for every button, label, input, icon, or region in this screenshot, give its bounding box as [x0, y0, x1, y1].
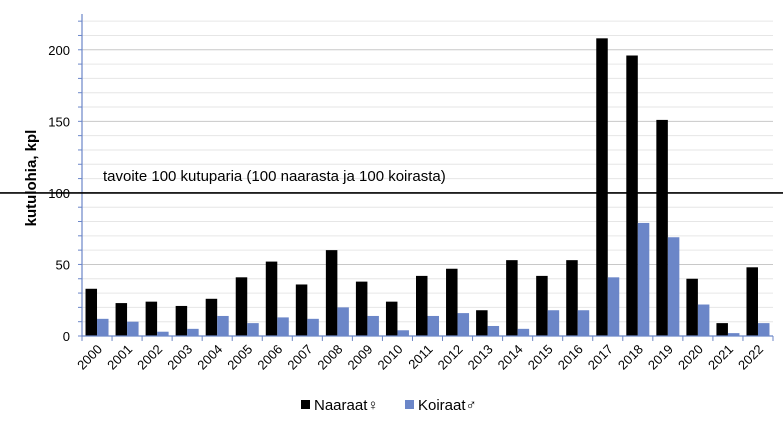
bar-naaraat-2016: [566, 260, 578, 336]
bar-naaraat-2003: [175, 305, 188, 336]
bar-koiraat-2019: [667, 237, 680, 336]
x-tick-label: 2001: [104, 342, 135, 373]
bar-naaraat-2005: [235, 277, 248, 336]
bar-naaraat-2015: [536, 275, 548, 336]
x-tick-label: 2002: [134, 342, 165, 373]
x-tick-labels: 2000200120022003200420052006200720082009…: [74, 342, 766, 373]
legend-label-naaraat: Naaraat♀: [314, 397, 379, 414]
y-axis-label: kutulohia, kpl: [23, 130, 40, 227]
bar-koiraat-2011: [427, 315, 439, 336]
bar-naaraat-2001: [115, 303, 128, 336]
x-tick-label: 2000: [74, 342, 105, 373]
bar-naaraat-2009: [355, 281, 368, 336]
y-tick-label: 50: [56, 257, 70, 272]
bar-koiraat-2009: [367, 315, 379, 336]
bar-koiraat-2000: [97, 318, 109, 336]
x-tick-label: 2003: [164, 342, 195, 373]
reference-line-label: tavoite 100 kutuparia (100 naarasta ja 1…: [103, 168, 446, 185]
bar-naaraat-2019: [656, 119, 668, 336]
bar-naaraat-2012: [446, 268, 458, 336]
bar-koiraat-2002: [157, 331, 169, 336]
bar-koiraat-2016: [577, 310, 590, 336]
legend-swatch-koiraat: [405, 400, 414, 409]
x-tick-label: 2020: [675, 342, 706, 373]
bar-naaraat-2021: [716, 323, 728, 336]
x-tick-label: 2008: [314, 342, 345, 373]
bar-koiraat-2004: [217, 315, 229, 336]
bar-koiraat-2008: [337, 307, 349, 336]
bar-naaraat-2014: [506, 260, 518, 336]
x-tick-label: 2010: [375, 342, 406, 373]
bar-naaraat-2010: [385, 301, 398, 336]
y-tick-label: 200: [48, 43, 70, 58]
x-tick-label: 2018: [615, 342, 646, 373]
reference-line-group: tavoite 100 kutuparia (100 naarasta ja 1…: [0, 168, 783, 194]
bar-naaraat-2000: [85, 288, 98, 336]
bar-naaraat-2018: [626, 55, 638, 336]
bar-koiraat-2010: [397, 330, 409, 336]
bar-koiraat-2007: [307, 318, 319, 336]
y-tick-label: 0: [63, 329, 70, 344]
bar-koiraat-2017: [607, 277, 620, 336]
legend-swatch-naaraat: [301, 400, 310, 409]
bar-naaraat-2007: [295, 284, 308, 336]
bar-naaraat-2002: [145, 301, 158, 336]
x-tick-label: 2012: [435, 342, 466, 373]
x-tick-label: 2021: [705, 342, 736, 373]
x-tick-label: 2015: [525, 342, 556, 373]
y-tick-label: 150: [48, 114, 70, 129]
x-tick-label: 2014: [495, 342, 526, 373]
x-tick-label: 2007: [284, 342, 315, 373]
bar-naaraat-2022: [746, 267, 758, 336]
bar-naaraat-2013: [476, 310, 488, 336]
bar-naaraat-2020: [686, 278, 698, 336]
x-tick-label: 2017: [585, 342, 616, 373]
x-tick-label: 2019: [645, 342, 676, 373]
bar-naaraat-2004: [205, 298, 218, 336]
x-tick-label: 2006: [254, 342, 285, 373]
bar-naaraat-2008: [325, 250, 338, 336]
bar-koiraat-2018: [637, 222, 650, 336]
bar-koiraat-2022: [757, 323, 770, 336]
bar-koiraat-2012: [457, 313, 470, 336]
bar-koiraat-2001: [127, 321, 139, 336]
bar-koiraat-2013: [487, 325, 500, 336]
bar-naaraat-2017: [596, 38, 608, 336]
legend-label-koiraat: Koiraat♂: [418, 397, 477, 414]
x-tick-label: 2016: [555, 342, 586, 373]
axes: [78, 14, 774, 341]
x-tick-label: 2022: [735, 342, 766, 373]
bar-naaraat-2011: [416, 275, 428, 336]
bar-koiraat-2021: [727, 333, 740, 336]
bar-koiraat-2005: [247, 323, 259, 336]
x-tick-label: 2013: [465, 342, 496, 373]
x-tick-label: 2004: [194, 342, 225, 373]
bar-naaraat-2006: [265, 261, 278, 336]
x-tick-label: 2005: [224, 342, 255, 373]
bar-koiraat-2014: [517, 328, 530, 336]
bar-koiraat-2003: [187, 328, 199, 336]
x-tick-label: 2009: [344, 342, 375, 373]
bar-koiraat-2006: [277, 317, 289, 336]
bar-koiraat-2020: [697, 304, 710, 336]
bar-koiraat-2015: [547, 310, 560, 336]
x-tick-label: 2011: [405, 342, 435, 372]
legend: Naaraat♀ Koiraat♂: [301, 397, 477, 414]
bars: [85, 38, 770, 336]
